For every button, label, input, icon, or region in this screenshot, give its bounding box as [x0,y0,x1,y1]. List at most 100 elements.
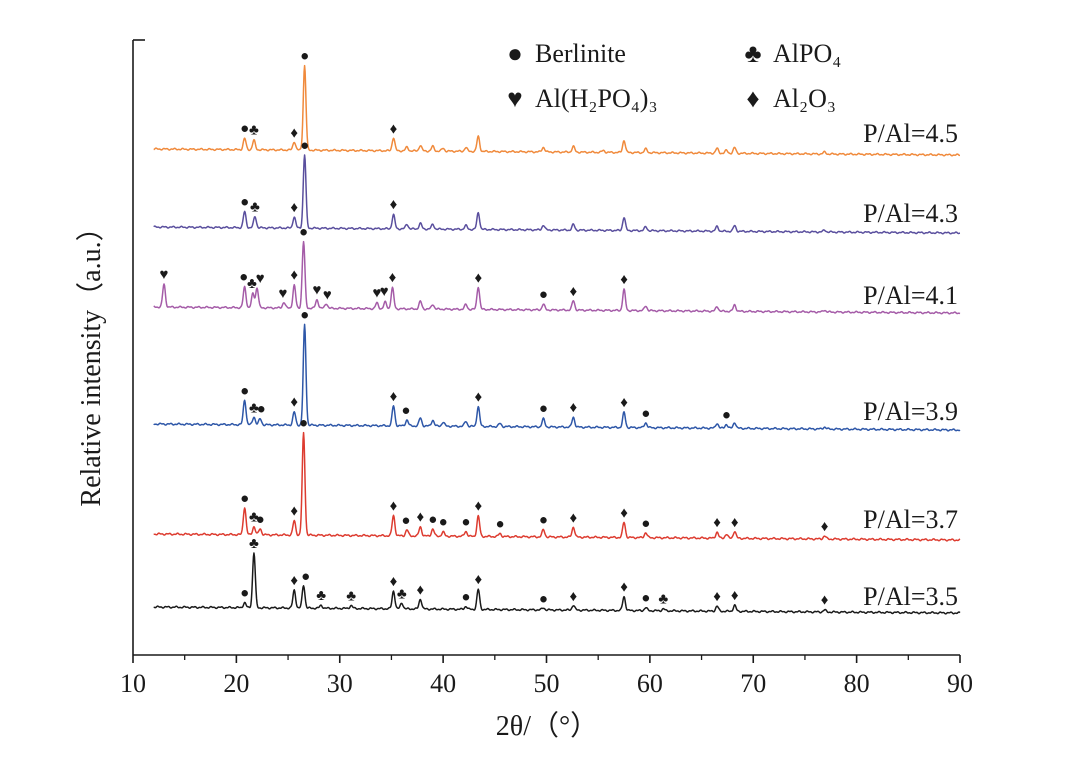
series-P/Al=4.5: P/Al=4.5●● ♣ ♦ ♦ [153,49,961,157]
sample-label: P/Al=4.3 [863,199,958,228]
alh2po4-marker: ♥ [323,287,332,303]
berlinite-marker: ● [300,307,309,323]
berlinite-marker: ● [461,590,470,606]
x-tick-label: 40 [430,669,456,698]
al2o3-marker: ♦ [390,121,398,137]
berlinite-marker: ● [641,406,650,422]
series-line [153,240,961,315]
alpo4-marker: ♣ [249,123,259,139]
x-tick-label: 20 [223,669,249,698]
al2o3-marker: ♦ [731,515,739,531]
al2o3-marker: ♦ [713,589,721,605]
al2o3-marker: ♦ [290,125,298,141]
alpo4-marker: ♣ [250,200,260,216]
series-P/Al=3.5: P/Al=3.5♣●♦ ●♣ ♣♦♣ ♦ ●♦● ♦♦● ♣ ♦ ♦ ♦ [153,536,961,615]
x-tick-label: 70 [740,669,766,698]
alpo4-marker: ♣ [249,510,259,526]
berlinite-marker: ● [539,512,548,528]
berlinite-marker: ● [299,225,308,241]
series-P/Al=3.7: P/Al=3.7●●♣●♦ ♦● ♦ ● ● ●♦● ● ♦ ♦● ♦ ♦ ♦ [153,416,961,542]
al2o3-marker: ♦ [713,515,721,531]
al2o3-marker: ♦ [417,510,425,526]
al2o3-marker: ♦ [389,270,397,286]
berlinite-marker: ● [722,408,731,424]
x-axis-label: 2θ/（°） [496,710,598,742]
alh2po4-marker: ♥ [373,285,382,301]
legend-entry: AlPO₄ [773,39,841,68]
sample-label: P/Al=3.9 [863,397,958,426]
al2o3-marker: ♦ [821,593,829,609]
series-P/Al=4.3: P/Al=4.3●● ♣ ♦ ♦ [153,138,961,235]
legend-entry: Al₂O₃ [773,84,836,113]
berlinite-marker: ● [641,591,650,607]
x-axis-ticks: 10 20 30 40 50 60 70 80 90 [120,655,973,698]
alh2po4-marker: ♥ [160,267,169,283]
legend-entry: Berlinite [535,39,626,68]
al2o3-marker: ♦ [290,395,298,411]
berlinite-marker: ● [240,121,249,137]
y-axis-label: Relative intensity（a.u.） [75,213,107,506]
berlinite-marker: ● [240,383,249,399]
alpo4-marker: ♣ [249,536,259,552]
al2o3-marker: ♦ [570,284,578,300]
series-line [153,154,961,235]
x-tick-label: 30 [327,669,353,698]
al2o3-marker: ♦ [620,580,628,596]
berlinite-marker: ● [256,512,265,528]
series-line [153,552,961,615]
alh2po4-marker: ♥ [256,271,265,287]
berlinite-marker: ● [257,402,266,418]
berlinite-marker: ● [539,591,548,607]
alpo4-marker: ♣ [658,592,668,608]
berlinite-marker: ● [239,269,248,285]
legend-symbol: ● [507,39,523,68]
al2o3-marker: ♦ [731,588,739,604]
alpo4-marker: ♣ [346,588,356,604]
alh2po4-marker: ♥ [313,283,322,299]
x-tick-label: 10 [120,669,146,698]
berlinite-marker: ● [439,514,448,530]
sample-label: P/Al=4.1 [863,281,958,310]
al2o3-marker: ♦ [620,505,628,521]
berlinite-marker: ● [401,513,410,529]
alpo4-marker: ♣ [397,586,407,602]
berlinite-marker: ● [461,514,470,530]
berlinite-marker: ● [401,403,410,419]
al2o3-marker: ♦ [290,268,298,284]
berlinite-marker: ● [240,585,249,601]
berlinite-marker: ● [299,416,308,432]
alpo4-marker: ♣ [249,400,259,416]
alpo4-marker: ♣ [247,276,257,292]
legend-entry: Al(H₂PO₄)₃ [535,84,658,113]
sample-label: P/Al=3.7 [863,505,958,534]
al2o3-marker: ♦ [570,400,578,416]
al2o3-marker: ♦ [474,390,482,406]
x-tick-label: 50 [534,669,560,698]
series-line [153,64,961,157]
series-line [153,431,961,542]
x-tick-label: 80 [844,669,870,698]
al2o3-marker: ♦ [390,498,398,514]
al2o3-marker: ♦ [474,271,482,287]
al2o3-marker: ♦ [390,574,398,590]
x-tick-label: 60 [637,669,663,698]
legend-symbol: ♣ [744,39,761,68]
berlinite-marker: ● [495,516,504,532]
al2o3-marker: ♦ [390,197,398,213]
al2o3-marker: ♦ [474,499,482,515]
al2o3-marker: ♦ [417,582,425,598]
alh2po4-marker: ♥ [380,284,389,300]
al2o3-marker: ♦ [570,589,578,605]
series-P/Al=4.1: P/Al=4.1●♥ ●♣♥♥♦♥ ♥ ♥♥♦ ♦● ♦♦ [153,225,961,315]
series-P/Al=3.9: P/Al=3.9●●♣● ♦ ♦●♦● ♦ ♦● ● [153,307,961,432]
alh2po4-marker: ♥ [278,286,287,302]
berlinite-marker: ● [240,491,249,507]
berlinite-marker: ● [301,569,310,585]
berlinite-marker: ● [539,287,548,303]
x-tick-label: 90 [947,669,973,698]
berlinite-marker: ● [539,401,548,417]
al2o3-marker: ♦ [570,510,578,526]
al2o3-marker: ♦ [290,200,298,216]
sample-label: P/Al=3.5 [863,582,958,611]
